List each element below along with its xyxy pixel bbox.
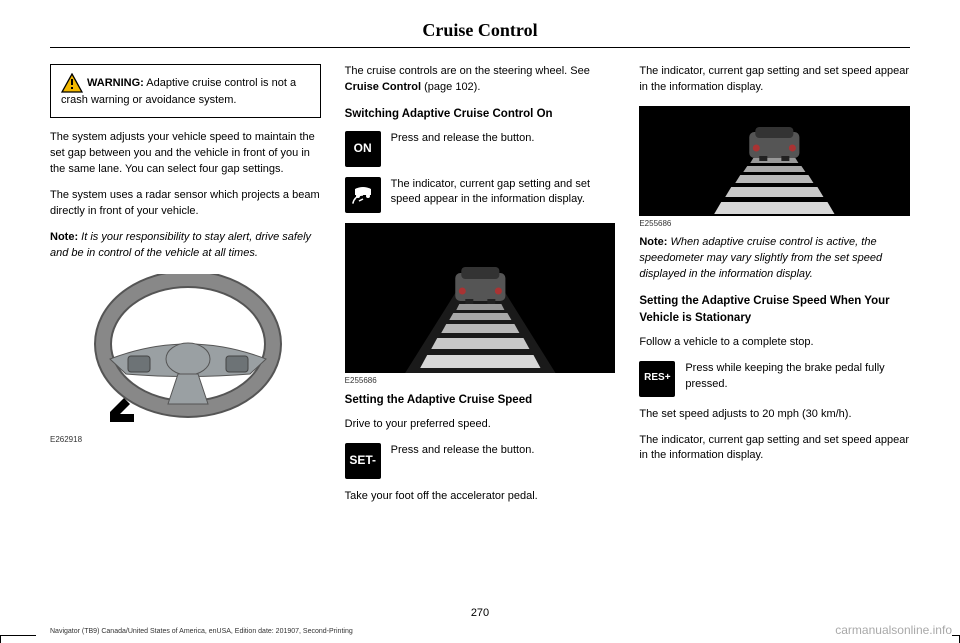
heading-switch-on: Switching Adaptive Cruise Control On <box>345 106 616 123</box>
column-1: WARNING: Adaptive cruise control is not … <box>50 64 321 554</box>
on-button-icon: ON <box>345 131 381 167</box>
button-row-acc-indicator: The indicator, current gap setting and s… <box>345 177 616 213</box>
page-number: 270 <box>0 607 960 619</box>
figure-acc-display: E255686 <box>345 223 616 387</box>
note-paragraph: Note: When adaptive cruise control is ac… <box>639 235 910 283</box>
crop-mark-left <box>0 635 36 643</box>
note-label: Note: <box>639 236 667 248</box>
paragraph: Take your foot off the accelerator pedal… <box>345 489 616 505</box>
figure-acc-display-2: E255686 <box>639 106 910 230</box>
paragraph: Drive to your preferred speed. <box>345 417 616 433</box>
res-button-text: Press while keeping the brake pedal full… <box>685 361 910 393</box>
cross-ref-link: Cruise Control <box>345 81 421 93</box>
intro-pre: The cruise controls are on the steering … <box>345 65 590 77</box>
res-plus-button-icon: RES+ <box>639 361 675 397</box>
page: Cruise Control WARNING: Adaptive cruise … <box>0 0 960 643</box>
paragraph: The indicator, current gap setting and s… <box>639 433 910 465</box>
column-2: The cruise controls are on the steering … <box>345 64 616 554</box>
warning-label: WARNING: <box>87 77 144 89</box>
button-row-set: SET- Press and release the button. <box>345 443 616 479</box>
acc-indicator-text: The indicator, current gap setting and s… <box>391 177 616 209</box>
set-minus-button-icon: SET- <box>345 443 381 479</box>
figure-steering-wheel: E262918 <box>50 272 321 446</box>
heading-stationary: Setting the Adaptive Cruise Speed When Y… <box>639 293 910 326</box>
car-scene-illustration <box>639 106 910 216</box>
edition-line: Navigator (TB9) Canada/United States of … <box>50 628 353 635</box>
note-text: When adaptive cruise control is active, … <box>639 236 882 280</box>
intro-post: (page 102). <box>421 81 480 93</box>
note-paragraph: Note: It is your responsibility to stay … <box>50 230 321 262</box>
button-row-res: RES+ Press while keeping the brake pedal… <box>639 361 910 397</box>
heading-set-speed: Setting the Adaptive Cruise Speed <box>345 392 616 409</box>
paragraph: Follow a vehicle to a complete stop. <box>639 335 910 351</box>
figure-caption: E255686 <box>639 218 910 230</box>
content-columns: WARNING: Adaptive cruise control is not … <box>50 64 910 554</box>
column-3: The indicator, current gap setting and s… <box>639 64 910 554</box>
warning-box: WARNING: Adaptive cruise control is not … <box>50 64 321 118</box>
warning-icon <box>61 73 83 93</box>
note-text: It is your responsibility to stay alert,… <box>50 231 311 259</box>
button-row-on: ON Press and release the button. <box>345 131 616 167</box>
note-label: Note: <box>50 231 78 243</box>
paragraph: The system adjusts your vehicle speed to… <box>50 130 321 178</box>
steering-wheel-illustration <box>50 272 321 432</box>
acc-indicator-icon <box>345 177 381 213</box>
figure-caption: E255686 <box>345 375 616 387</box>
paragraph: The set speed adjusts to 20 mph (30 km/h… <box>639 407 910 423</box>
figure-caption: E262918 <box>50 434 321 446</box>
paragraph: The indicator, current gap setting and s… <box>639 64 910 96</box>
paragraph: The system uses a radar sensor which pro… <box>50 188 321 220</box>
set-button-text: Press and release the button. <box>391 443 616 459</box>
page-title: Cruise Control <box>50 20 910 48</box>
on-button-text: Press and release the button. <box>391 131 616 147</box>
intro-paragraph: The cruise controls are on the steering … <box>345 64 616 96</box>
car-scene-illustration <box>345 223 616 373</box>
watermark: carmanualsonline.info <box>835 623 952 637</box>
crop-mark-right <box>952 635 960 643</box>
